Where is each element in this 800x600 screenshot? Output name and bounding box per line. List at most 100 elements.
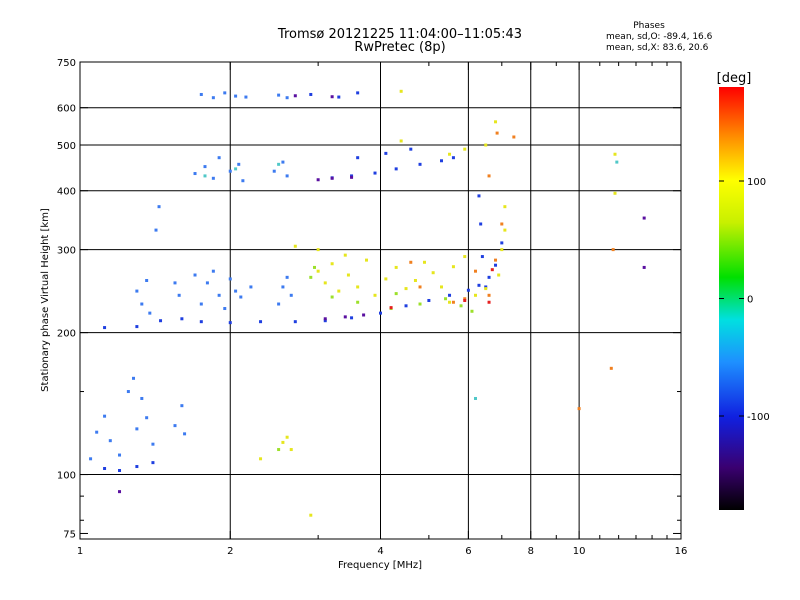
data-point: [285, 435, 289, 439]
data-point: [503, 228, 507, 232]
data-point: [477, 283, 481, 287]
y-tick-label: 200: [57, 329, 76, 340]
data-point: [228, 277, 232, 281]
x-tick-label: 6: [465, 546, 471, 557]
data-point: [444, 297, 448, 301]
data-point: [323, 281, 327, 285]
data-point: [480, 255, 484, 259]
chart-subtitle: RwPretec (8p): [354, 40, 446, 55]
data-point: [459, 304, 463, 308]
data-point: [177, 293, 181, 297]
data-point: [448, 152, 452, 156]
data-point: [356, 156, 360, 160]
data-point: [281, 285, 285, 289]
data-point: [244, 95, 248, 99]
data-point: [490, 268, 494, 272]
data-point: [309, 513, 313, 517]
data-point: [500, 248, 504, 252]
data-point: [512, 135, 516, 139]
x-tick-label: 10: [573, 546, 586, 557]
data-point: [154, 228, 158, 232]
data-point: [503, 205, 507, 209]
data-point: [309, 92, 313, 96]
data-point: [473, 293, 477, 297]
data-point: [145, 278, 149, 282]
data-point: [103, 467, 107, 471]
data-point: [316, 248, 320, 252]
data-point: [330, 295, 334, 299]
data-point: [613, 152, 617, 156]
data-point: [228, 169, 232, 173]
data-point: [309, 275, 313, 279]
data-point: [409, 260, 413, 264]
data-point: [463, 255, 467, 259]
data-point: [249, 285, 253, 289]
data-point: [223, 307, 227, 311]
x-tick-label: 2: [227, 546, 233, 557]
data-point: [293, 320, 297, 324]
data-point: [159, 319, 163, 323]
data-point: [108, 439, 112, 443]
data-point: [409, 147, 413, 151]
data-point: [316, 269, 320, 273]
data-point: [487, 300, 491, 304]
data-point: [642, 216, 646, 220]
colorbar-tick-label: 0: [747, 295, 753, 306]
data-point: [350, 175, 354, 179]
data-point: [237, 162, 241, 166]
grid-lines: [80, 62, 681, 539]
data-point: [285, 275, 289, 279]
data-point: [203, 165, 207, 169]
data-point: [135, 325, 139, 329]
x-tick-label: 1: [77, 546, 83, 557]
data-point: [346, 273, 350, 277]
data-point: [384, 277, 388, 281]
data-point: [259, 320, 263, 324]
data-point: [277, 93, 281, 97]
data-point: [356, 285, 360, 289]
phases-header: Phases: [633, 21, 665, 31]
data-point: [484, 143, 488, 147]
data-point: [183, 432, 187, 436]
data-point: [323, 319, 327, 323]
data-point: [259, 457, 263, 461]
data-point: [451, 156, 455, 160]
data-point: [500, 241, 504, 245]
data-point: [394, 292, 398, 296]
data-point: [140, 396, 144, 400]
data-point: [422, 260, 426, 264]
data-point: [330, 262, 334, 266]
data-point: [577, 407, 581, 411]
phases-summary: Phases mean, sd,O: -89.4, 16.6 mean, sd,…: [606, 21, 712, 54]
data-point: [379, 311, 382, 315]
data-point: [234, 94, 238, 98]
data-point: [330, 176, 334, 180]
data-point: [494, 263, 498, 267]
x-axis-label: Frequency [MHz]: [338, 560, 422, 571]
data-point: [451, 265, 455, 269]
data-point: [289, 293, 293, 297]
data-point: [373, 293, 377, 297]
data-point: [394, 265, 398, 269]
colorbar-tick-label: -100: [747, 412, 770, 423]
data-point: [173, 424, 177, 428]
data-point: [356, 91, 360, 95]
data-point: [463, 298, 467, 302]
data-point: [135, 427, 139, 431]
data-point: [487, 293, 491, 297]
data-point: [281, 440, 285, 444]
data-point: [118, 453, 122, 457]
data-point: [151, 442, 155, 446]
data-point: [151, 461, 155, 465]
data-point: [399, 139, 403, 143]
data-point: [494, 258, 498, 262]
data-point: [285, 96, 289, 100]
y-tick-label: 300: [57, 246, 76, 257]
data-point: [448, 293, 452, 297]
data-point: [495, 131, 499, 135]
data-point: [148, 311, 152, 315]
data-point: [448, 300, 452, 304]
data-point: [234, 289, 238, 293]
data-point: [494, 120, 498, 124]
